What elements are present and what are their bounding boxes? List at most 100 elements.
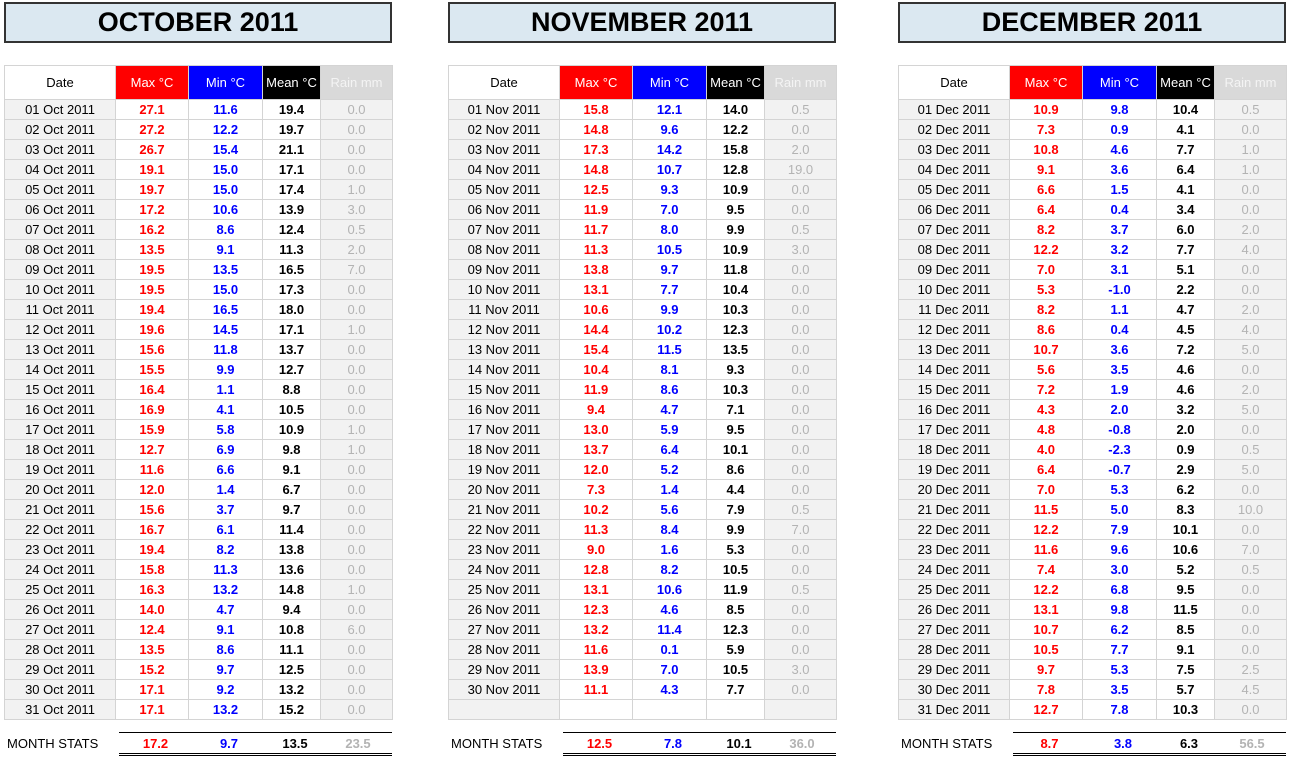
cell-max: 12.8 bbox=[559, 559, 633, 580]
cell-max: 11.5 bbox=[1009, 499, 1083, 520]
table-row: 18 Nov 2011 13.7 6.4 10.1 0.0 bbox=[448, 439, 837, 460]
cell-date: 12 Nov 2011 bbox=[448, 319, 560, 340]
cell-date: 03 Nov 2011 bbox=[448, 139, 560, 160]
cell-rain: 1.0 bbox=[320, 419, 393, 440]
cell-date: 16 Dec 2011 bbox=[898, 399, 1010, 420]
table-row: 06 Nov 2011 11.9 7.0 9.5 0.0 bbox=[448, 199, 837, 220]
cell-max: 12.7 bbox=[1009, 699, 1083, 720]
cell-mean: 6.7 bbox=[262, 479, 321, 500]
cell-rain: 0.0 bbox=[764, 459, 837, 480]
cell-max: 16.4 bbox=[115, 379, 189, 400]
cell-min: 5.8 bbox=[188, 419, 263, 440]
cell-date: 13 Dec 2011 bbox=[898, 339, 1010, 360]
header-row: Date Max °C Min °C Mean °C Rain mm bbox=[898, 65, 1287, 100]
cell-min: 5.0 bbox=[1082, 499, 1157, 520]
cell-date: 02 Oct 2011 bbox=[4, 119, 116, 140]
cell-max: 10.9 bbox=[1009, 99, 1083, 120]
cell-min: 12.2 bbox=[188, 119, 263, 140]
cell-max: 11.1 bbox=[559, 679, 633, 700]
cell-date: 31 Dec 2011 bbox=[898, 699, 1010, 720]
cell-rain: 1.0 bbox=[320, 439, 393, 460]
table-row: 12 Oct 2011 19.6 14.5 17.1 1.0 bbox=[4, 319, 393, 340]
cell-mean: 17.4 bbox=[262, 179, 321, 200]
cell-date: 24 Nov 2011 bbox=[448, 559, 560, 580]
table-row: 17 Dec 2011 4.8 -0.8 2.0 0.0 bbox=[898, 419, 1287, 440]
cell-max: 16.2 bbox=[115, 219, 189, 240]
table-row: 15 Dec 2011 7.2 1.9 4.6 2.0 bbox=[898, 379, 1287, 400]
cell-mean: 3.2 bbox=[1156, 399, 1215, 420]
cell-min: 13.5 bbox=[188, 259, 263, 280]
cell-mean: 9.4 bbox=[262, 599, 321, 620]
cell-rain: 0.0 bbox=[764, 419, 837, 440]
cell-max: 12.7 bbox=[115, 439, 189, 460]
cell-mean: 9.1 bbox=[262, 459, 321, 480]
cell-min: 7.0 bbox=[632, 659, 707, 680]
cell-mean: 10.4 bbox=[706, 279, 765, 300]
table-row: 27 Dec 2011 10.7 6.2 8.5 0.0 bbox=[898, 619, 1287, 640]
cell-rain: 2.5 bbox=[1214, 659, 1287, 680]
cell-date: 21 Oct 2011 bbox=[4, 499, 116, 520]
cell-max: 9.0 bbox=[559, 539, 633, 560]
cell-min: 0.9 bbox=[1082, 119, 1157, 140]
cell-max: 14.8 bbox=[559, 159, 633, 180]
cell-mean: 7.9 bbox=[706, 499, 765, 520]
cell-max: 17.1 bbox=[115, 679, 189, 700]
cell-min: 11.4 bbox=[632, 619, 707, 640]
cell-date: 01 Oct 2011 bbox=[4, 99, 116, 120]
header-max: Max °C bbox=[559, 65, 633, 100]
cell-rain: 2.0 bbox=[1214, 379, 1287, 400]
cell-mean: 13.7 bbox=[262, 339, 321, 360]
cell-min: 3.1 bbox=[1082, 259, 1157, 280]
cell-max: 19.4 bbox=[115, 299, 189, 320]
cell-date: 11 Dec 2011 bbox=[898, 299, 1010, 320]
cell-rain: 4.5 bbox=[1214, 679, 1287, 700]
cell-date: 28 Dec 2011 bbox=[898, 639, 1010, 660]
cell-max: 12.0 bbox=[559, 459, 633, 480]
cell-mean: 2.9 bbox=[1156, 459, 1215, 480]
cell-mean: 13.9 bbox=[262, 199, 321, 220]
cell-rain: 0.0 bbox=[320, 159, 393, 180]
cell-max: 8.6 bbox=[1009, 319, 1083, 340]
cell-mean: 4.1 bbox=[1156, 179, 1215, 200]
stat-max: 17.2 bbox=[119, 732, 192, 756]
header-min: Min °C bbox=[188, 65, 263, 100]
cell-max: 9.1 bbox=[1009, 159, 1083, 180]
cell-mean: 10.5 bbox=[706, 559, 765, 580]
table-row: 24 Nov 2011 12.8 8.2 10.5 0.0 bbox=[448, 559, 837, 580]
stat-max: 12.5 bbox=[563, 732, 636, 756]
cell-rain: 0.0 bbox=[764, 199, 837, 220]
cell-date: 21 Dec 2011 bbox=[898, 499, 1010, 520]
cell-rain: 0.0 bbox=[320, 479, 393, 500]
cell-rain: 0.0 bbox=[1214, 479, 1287, 500]
cell-min: 15.0 bbox=[188, 159, 263, 180]
cell-max: 11.6 bbox=[115, 459, 189, 480]
cell-rain: 0.0 bbox=[320, 559, 393, 580]
cell-min bbox=[632, 699, 707, 720]
cell-min: 4.7 bbox=[188, 599, 263, 620]
cell-mean: 17.1 bbox=[262, 319, 321, 340]
cell-rain: 0.0 bbox=[320, 339, 393, 360]
table-row: 02 Dec 2011 7.3 0.9 4.1 0.0 bbox=[898, 119, 1287, 140]
cell-max: 13.7 bbox=[559, 439, 633, 460]
cell-max: 7.4 bbox=[1009, 559, 1083, 580]
cell-min: 9.9 bbox=[188, 359, 263, 380]
table-row bbox=[448, 699, 837, 720]
cell-mean: 9.1 bbox=[1156, 639, 1215, 660]
cell-min: 7.9 bbox=[1082, 519, 1157, 540]
cell-rain: 0.0 bbox=[320, 699, 393, 720]
cell-max: 12.0 bbox=[115, 479, 189, 500]
cell-date: 03 Oct 2011 bbox=[4, 139, 116, 160]
cell-rain: 0.0 bbox=[1214, 619, 1287, 640]
cell-rain: 4.0 bbox=[1214, 319, 1287, 340]
table-row: 03 Nov 2011 17.3 14.2 15.8 2.0 bbox=[448, 139, 837, 160]
table-row: 10 Nov 2011 13.1 7.7 10.4 0.0 bbox=[448, 279, 837, 300]
cell-mean: 15.8 bbox=[706, 139, 765, 160]
cell-max: 6.6 bbox=[1009, 179, 1083, 200]
cell-date: 21 Nov 2011 bbox=[448, 499, 560, 520]
table-row: 22 Nov 2011 11.3 8.4 9.9 7.0 bbox=[448, 519, 837, 540]
cell-max: 15.6 bbox=[115, 339, 189, 360]
month-stats-label: MONTH STATS bbox=[451, 736, 543, 751]
cell-rain: 0.0 bbox=[320, 539, 393, 560]
table-row: 14 Oct 2011 15.5 9.9 12.7 0.0 bbox=[4, 359, 393, 380]
cell-date: 18 Oct 2011 bbox=[4, 439, 116, 460]
